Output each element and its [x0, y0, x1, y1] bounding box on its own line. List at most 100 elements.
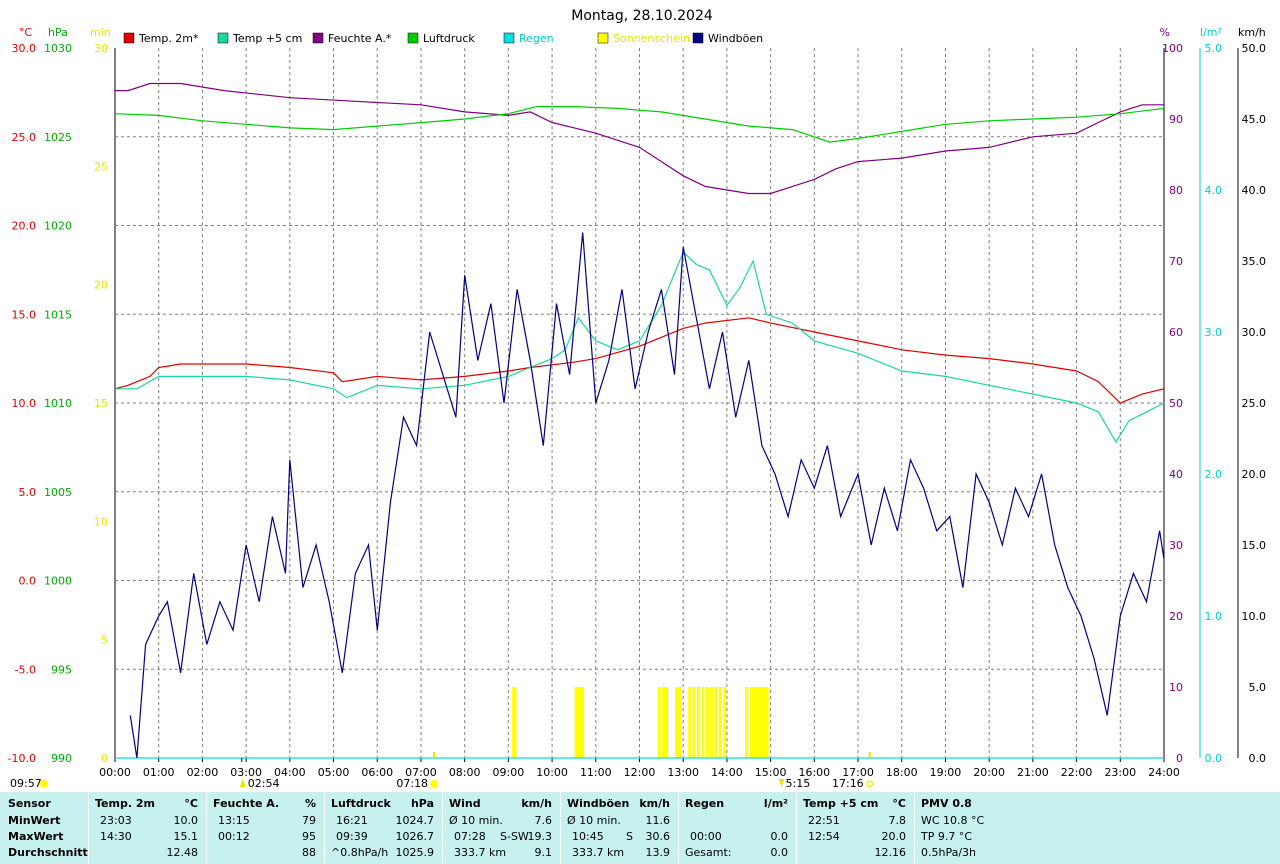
- sunshine-bar: [665, 687, 669, 758]
- rain-axis-unit: l/m²: [1200, 26, 1222, 39]
- x-tick-label: 23:00: [1104, 766, 1136, 779]
- stats-temp5cm-max-time: 12:54: [808, 830, 840, 843]
- legend-swatch: [597, 32, 609, 44]
- temp-tick-label: 5.0: [19, 486, 37, 499]
- x-tick-label: 05:00: [318, 766, 350, 779]
- legend-item: Regen: [503, 32, 554, 45]
- stats-temp5cm-col: Temp +5 cm °C 22:51 7.8 12:54 20.0 12.16: [796, 792, 914, 864]
- stats-humidity-min: 79: [302, 814, 316, 827]
- rain-tick-label: 5.0: [1205, 42, 1223, 55]
- sunshine-bar: [675, 687, 679, 758]
- sunshine-bar: [688, 687, 692, 758]
- sunshine-bar: [513, 687, 517, 758]
- stats-wind-avg: 9.1: [534, 846, 553, 859]
- x-tick-label: 13:00: [667, 766, 699, 779]
- sunshine-bar: [710, 687, 714, 758]
- pressure-tick-label: 1030: [44, 42, 72, 55]
- temp-tick-label: 30.0: [12, 42, 37, 55]
- stats-rain-unit: l/m²: [763, 797, 788, 810]
- legend-label: Temp. 2m*: [138, 32, 199, 45]
- stats-humidity-min-time: 13:15: [218, 814, 250, 827]
- stats-row-max: MaxWert: [8, 830, 64, 843]
- stats-temp2m-unit: °C: [184, 797, 198, 810]
- humidity-tick-label: 30: [1169, 539, 1183, 552]
- legend-swatch: [312, 32, 324, 44]
- sunset-label: 17:16: [832, 777, 864, 790]
- sun-duration-label: 09:57: [10, 777, 42, 790]
- stats-pressure-unit: hPa: [410, 797, 434, 810]
- stats-gusts-max: 30.6: [645, 830, 671, 843]
- stats-pressure-min-time: 16:21: [336, 814, 368, 827]
- x-tick-label: 06:00: [361, 766, 393, 779]
- legend-swatch: [123, 32, 135, 44]
- stats-temp2m-max-time: 14:30: [100, 830, 132, 843]
- series: [114, 82, 1165, 759]
- stats-gusts-avg: 13.9: [645, 846, 671, 859]
- sunshine-bar: [678, 687, 682, 758]
- sunshine-tick-label: 30: [94, 42, 108, 55]
- day-markers: 09:57 02:54 07:18 5:15 17:16: [10, 752, 874, 790]
- stats-humidity-max-time: 00:12: [218, 830, 250, 843]
- x-tick-label: 07:00: [405, 766, 437, 779]
- legend-label: Temp +5 cm: [232, 32, 302, 45]
- wind-tick-label: 20.0: [1242, 468, 1267, 481]
- humidity-tick-label: 100: [1162, 42, 1183, 55]
- x-tick-label: 02:00: [187, 766, 219, 779]
- wind-tick-label: 10.0: [1242, 610, 1267, 623]
- stats-pressure-trend: ^0.8hPa/h: [331, 846, 389, 859]
- stats-pmv-dewpoint: TP 9.7 °C: [921, 830, 973, 843]
- humidity-tick-label: 90: [1169, 113, 1183, 126]
- pressure-tick-label: 1020: [44, 220, 72, 233]
- x-tick-label: 21:00: [1017, 766, 1049, 779]
- sunshine-bar: [692, 687, 696, 758]
- series-windb-en: [129, 232, 1165, 759]
- wind-tick-label: 15.0: [1242, 539, 1267, 552]
- humidity-tick-label: 70: [1169, 255, 1183, 268]
- chart-title: Montag, 28.10.2024: [571, 8, 713, 24]
- humidity-tick-label: 80: [1169, 184, 1183, 197]
- stats-rain-total: 0.0: [770, 846, 789, 859]
- stats-temp5cm-avg: 12.16: [874, 846, 907, 859]
- moonrise-icon: [239, 779, 246, 787]
- wind-tick-label: 5.0: [1249, 681, 1267, 694]
- stats-gusts-min-label: Ø 10 min.: [567, 814, 621, 827]
- sunshine-bar: [581, 687, 585, 758]
- series-luftdruck: [114, 105, 1165, 143]
- stats-wind-col: Wind km/h Ø 10 min. 7.6 07:28 S-SW 19.3 …: [442, 792, 560, 864]
- stats-temp5cm-max: 20.0: [881, 830, 907, 843]
- humidity-tick-label: 60: [1169, 326, 1183, 339]
- stats-humidity-col: Feuchte A. % 13:15 79 00:12 95 88: [206, 792, 324, 864]
- stats-pressure-title: Luftdruck: [331, 797, 391, 810]
- legend-item: Temp +5 cm: [217, 32, 302, 45]
- rain-tick-label: 3.0: [1205, 326, 1223, 339]
- pressure-tick-label: 1010: [44, 397, 72, 410]
- humidity-tick-label: 50: [1169, 397, 1183, 410]
- x-tick-label: 24:00: [1148, 766, 1180, 779]
- sunshine-bar: [759, 687, 763, 758]
- sunshine-bar: [723, 687, 727, 758]
- legend-swatch: [217, 32, 229, 44]
- rain-tick-label: 0.0: [1205, 752, 1223, 765]
- series-feuchte-a: [115, 82, 1164, 195]
- temp-tick-label: 25.0: [12, 131, 37, 144]
- grid: [115, 48, 1164, 758]
- moonset-label: 5:15: [786, 777, 811, 790]
- legend-label: Feuchte A.*: [328, 32, 392, 45]
- wind-tick-label: 0.0: [1249, 752, 1267, 765]
- stats-rain-col: Regen l/m² 00:00 0.0 Gesamt: 0.0: [678, 792, 796, 864]
- sunshine-bar: [718, 687, 722, 758]
- humidity-tick-label: 0: [1176, 752, 1183, 765]
- x-tick-label: 20:00: [973, 766, 1005, 779]
- legend-label: Sonnenschein: [613, 32, 690, 45]
- stats-wind-title: Wind: [449, 797, 481, 810]
- stats-gusts-distance: 333.7 km: [572, 846, 625, 859]
- stats-humidity-title: Feuchte A.: [213, 797, 280, 810]
- pressure-tick-label: 995: [51, 663, 72, 676]
- sunshine-bar: [765, 687, 769, 758]
- moonset-icon: [778, 779, 785, 787]
- stats-gusts-col: Windböen km/h Ø 10 min. 11.6 10:45 S 30.…: [560, 792, 678, 864]
- temp-tick-label: 15.0: [12, 308, 37, 321]
- stats-temp5cm-min: 7.8: [888, 814, 907, 827]
- axes: °C 30.0 25.0 20.0 15.0 10.0 5.0 0.0 -5.0 -10.0 hPa…: [8, 26, 1266, 779]
- x-tick-label: 17:00: [842, 766, 874, 779]
